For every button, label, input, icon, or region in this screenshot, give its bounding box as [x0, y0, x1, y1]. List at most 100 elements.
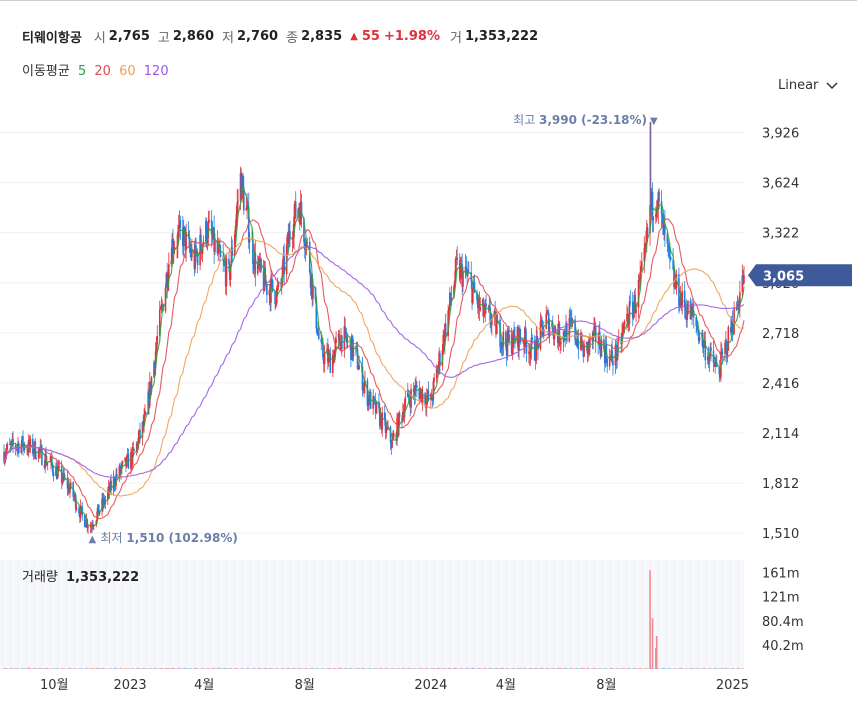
volume-bar	[478, 668, 481, 669]
candle-body	[610, 350, 613, 358]
volume-bar	[496, 667, 498, 669]
volume-bar	[551, 667, 553, 669]
volume-bar	[333, 668, 336, 669]
volume-bar	[407, 668, 409, 669]
candle-body	[639, 271, 641, 281]
volume-bar	[390, 668, 393, 669]
candle-body	[74, 495, 76, 498]
volume-bar	[467, 667, 469, 669]
candle-body	[448, 307, 450, 311]
volume-bar	[101, 667, 103, 669]
volume-bar	[449, 668, 452, 669]
candle-body	[524, 327, 527, 340]
volume-bar	[384, 668, 386, 669]
candle-body	[414, 385, 417, 396]
volume-bar	[626, 668, 628, 669]
candle-body	[357, 368, 360, 370]
candle-body	[231, 247, 234, 256]
volume-bar	[408, 668, 411, 669]
volume-bar	[431, 668, 434, 669]
candle-body	[425, 397, 428, 408]
close-label: 종	[286, 30, 299, 46]
volume-bar	[501, 667, 503, 669]
volume-bar	[358, 668, 360, 669]
volume-bar	[611, 668, 613, 669]
candle-body	[219, 253, 222, 257]
volume-bar	[660, 667, 663, 669]
candle-body	[102, 498, 104, 506]
volume-bar	[661, 668, 664, 669]
volume-bar	[189, 668, 191, 669]
volume-bar	[448, 667, 450, 669]
candle-body	[528, 351, 530, 354]
volume-bar	[483, 668, 486, 669]
candle-body	[500, 342, 503, 349]
candle-body	[200, 234, 202, 250]
volume-bar	[50, 668, 52, 669]
candle-body	[40, 446, 42, 448]
volume-bar	[656, 668, 659, 669]
candle-body	[368, 395, 370, 405]
candle-body	[500, 346, 502, 349]
volume-bar	[69, 667, 71, 669]
volume-bar	[617, 667, 619, 669]
volume-bar	[425, 668, 427, 669]
volume-bar	[254, 668, 257, 669]
volume-bar	[213, 667, 215, 669]
ma-legend-item-20[interactable]: 20	[94, 64, 111, 79]
candle-body	[79, 513, 81, 518]
candle-body	[271, 279, 274, 292]
volume-bar	[571, 668, 573, 669]
candle-body	[119, 465, 121, 473]
candle-body	[644, 244, 646, 248]
candle-body	[133, 449, 136, 451]
volume-bar	[375, 667, 378, 669]
candle-body	[449, 292, 451, 308]
candle-body	[666, 233, 669, 244]
volume-bar	[658, 668, 660, 669]
candle-body	[401, 417, 403, 421]
max-price-annotation: 최고 3,990 (-23.18%)	[513, 113, 647, 127]
volume-bar	[161, 668, 163, 669]
volume-bar	[707, 668, 709, 669]
volume-bar	[257, 668, 259, 669]
volume-bar	[103, 668, 106, 669]
candle-body	[172, 239, 174, 254]
ma-legend-item-5[interactable]: 5	[77, 64, 87, 79]
candle-body	[495, 322, 498, 335]
volume-bar	[52, 668, 55, 669]
volume-bar	[297, 668, 299, 669]
volume-bar	[339, 668, 341, 669]
candle-body	[274, 291, 276, 304]
scale-mode-button[interactable]: Linear	[778, 78, 838, 93]
candle-body	[14, 445, 17, 449]
volume-bar	[664, 667, 666, 669]
volume-bar	[20, 668, 23, 669]
candle-body	[402, 411, 405, 418]
volume-bar	[327, 668, 329, 669]
volume-bar	[379, 668, 381, 669]
volume-bar	[266, 668, 268, 669]
candle-body	[50, 457, 53, 465]
candle-body	[546, 312, 548, 314]
candle-body	[205, 220, 207, 242]
candle-body	[257, 258, 260, 265]
volume-bar	[566, 668, 568, 669]
volume-bar	[177, 667, 180, 669]
candle-body	[102, 497, 105, 506]
ma-legend-item-60[interactable]: 60	[119, 64, 136, 79]
volume-bar	[4, 668, 7, 669]
volume-bar	[495, 667, 497, 669]
volume-bar	[395, 668, 397, 669]
candle-body	[149, 381, 151, 406]
candle-body	[481, 299, 484, 308]
volume-bar	[545, 667, 547, 669]
candle-body	[114, 485, 117, 487]
volume-bar	[337, 667, 340, 669]
candle-body	[673, 269, 675, 288]
price-axis-tick: 1,812	[762, 477, 799, 492]
ma-legend-item-120[interactable]: 120	[143, 64, 169, 79]
volume-bar	[44, 668, 46, 669]
candle-body	[631, 301, 634, 319]
